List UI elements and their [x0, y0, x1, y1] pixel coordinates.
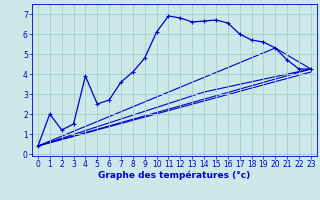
X-axis label: Graphe des températures (°c): Graphe des températures (°c) [98, 171, 251, 180]
